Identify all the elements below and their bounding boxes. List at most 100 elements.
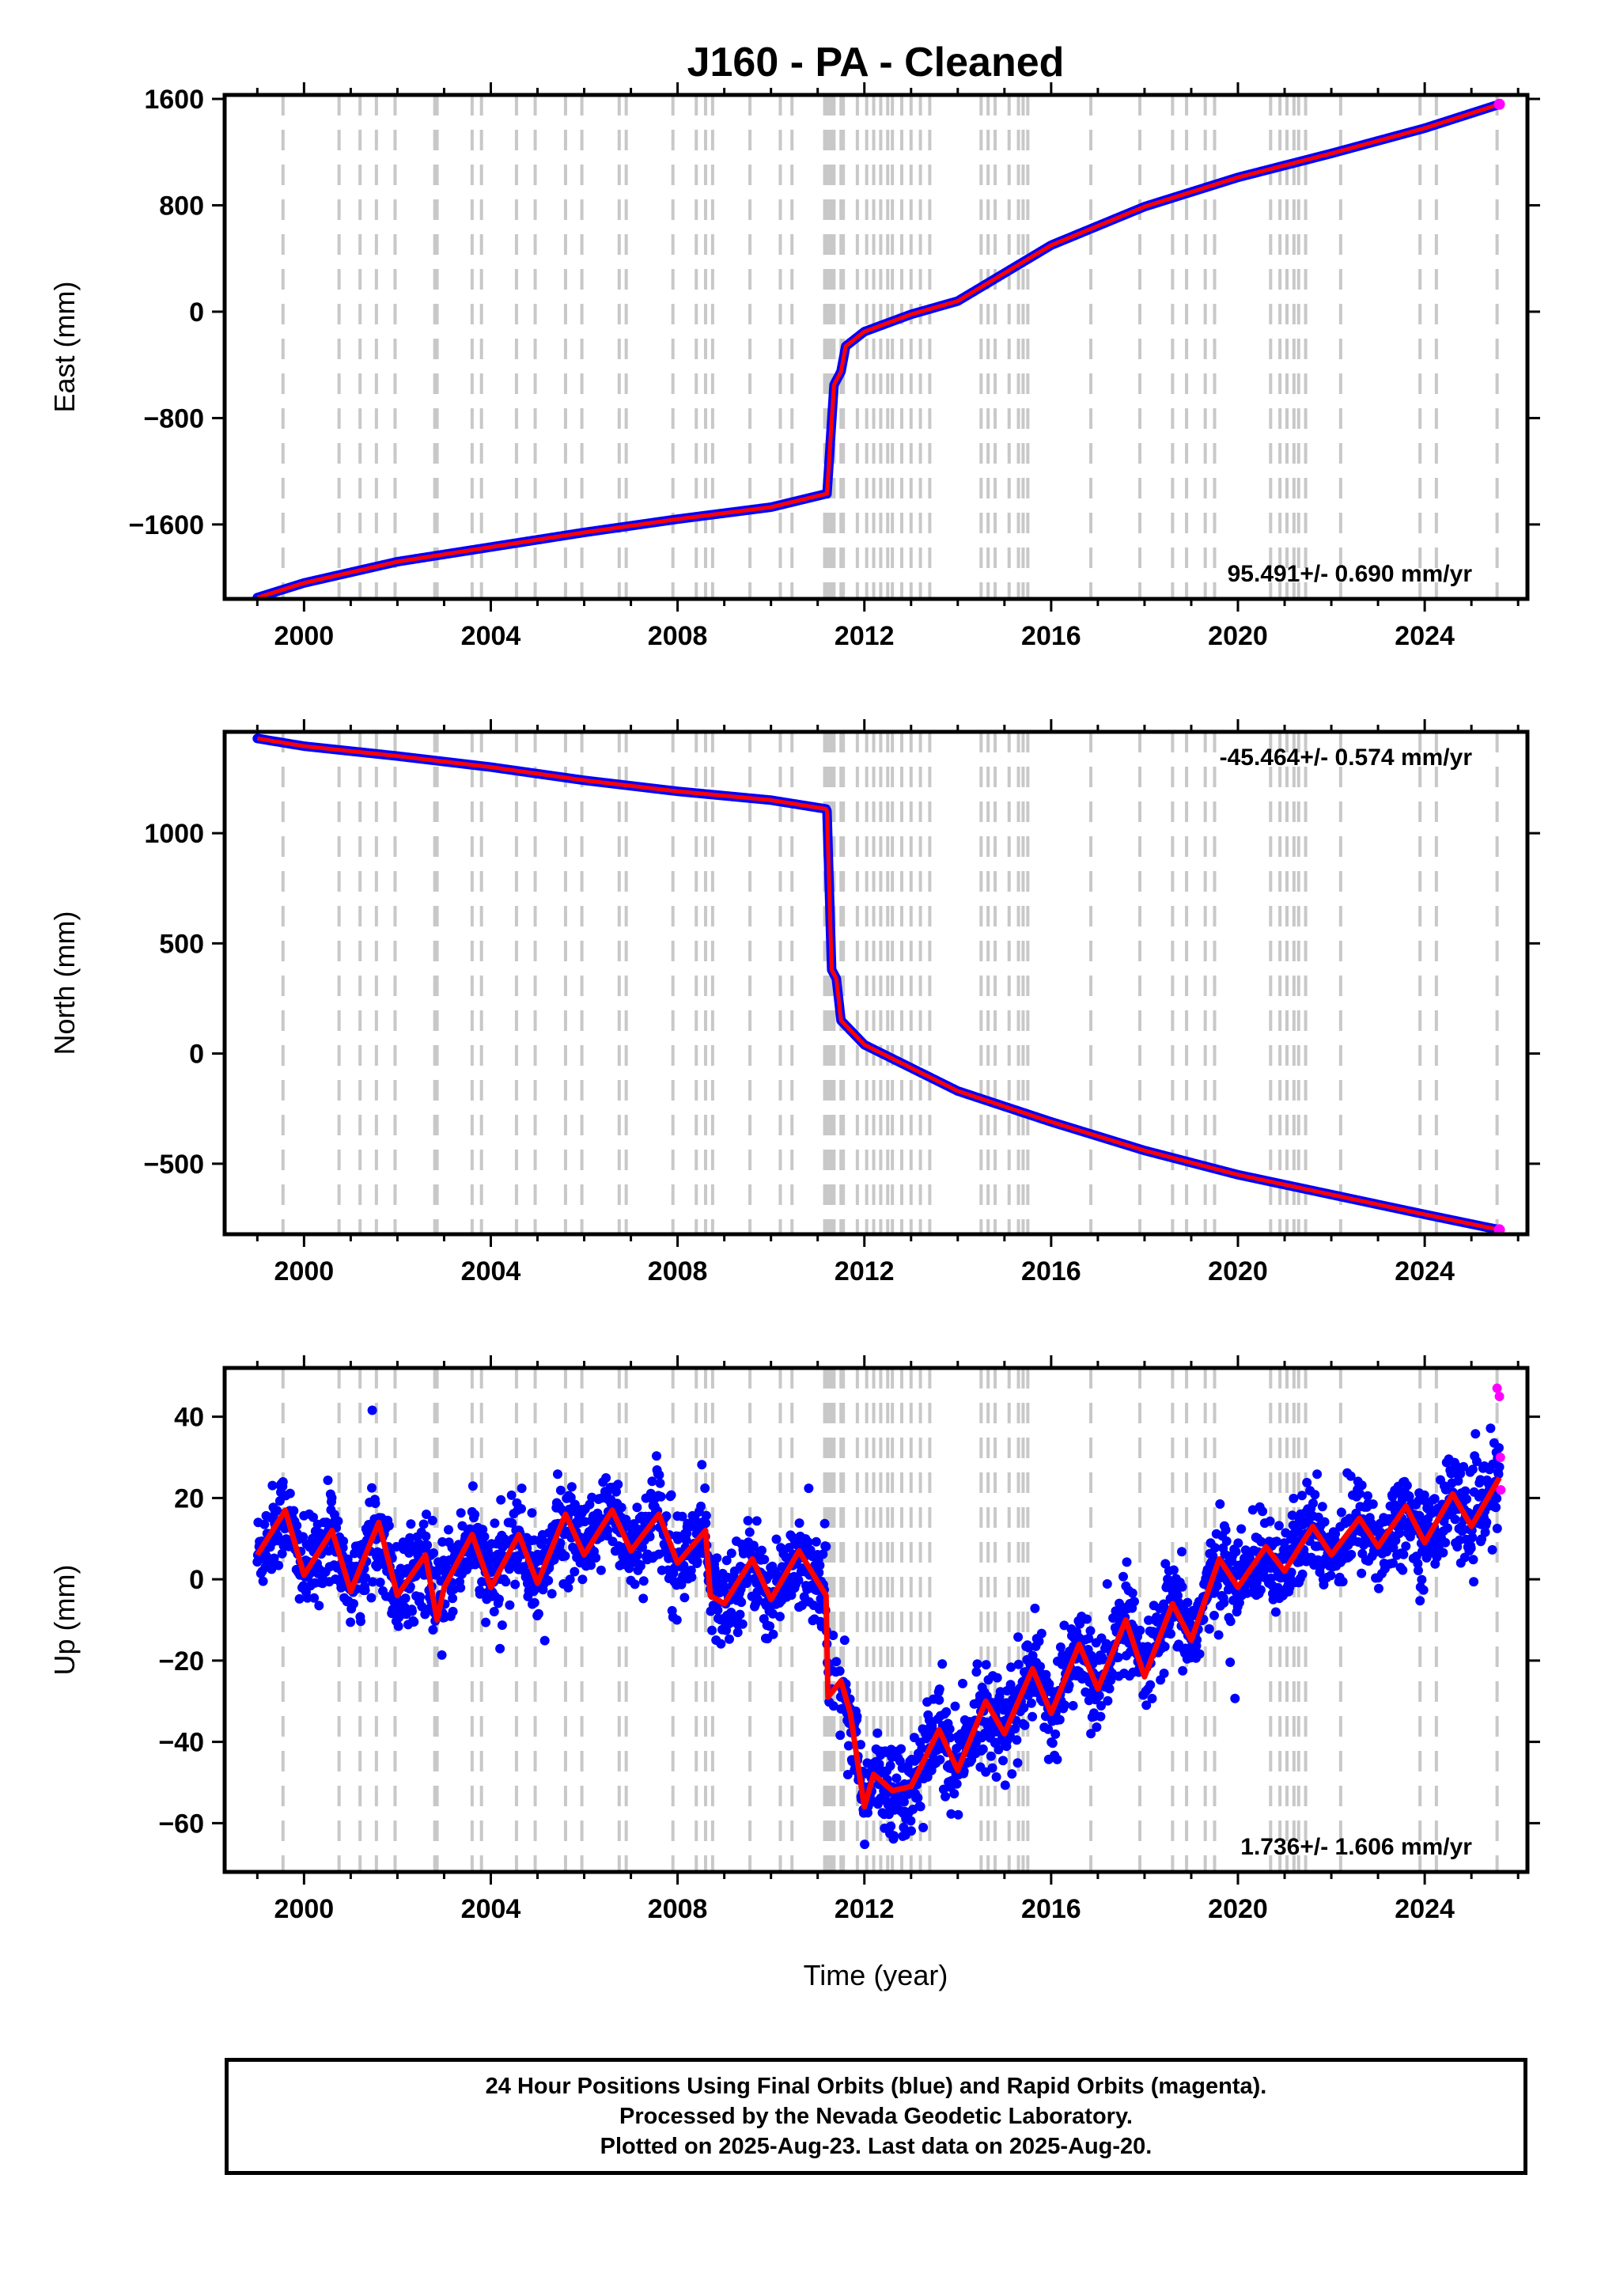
final-orbit-point	[417, 1601, 427, 1612]
final-orbit-point	[1274, 1521, 1284, 1531]
final-orbit-point	[437, 1536, 448, 1547]
final-orbit-point	[726, 1548, 736, 1559]
final-orbit-point	[1010, 1724, 1020, 1733]
final-orbit-point	[565, 1574, 575, 1585]
x-axis-label: Time (year)	[804, 1959, 948, 1991]
final-orbit-point	[1178, 1665, 1188, 1676]
final-orbit-point	[741, 1578, 751, 1589]
final-orbit-point	[915, 1802, 925, 1812]
final-orbit-point	[1297, 1491, 1307, 1501]
final-orbit-point	[831, 1657, 842, 1667]
final-orbit-point	[1450, 1514, 1460, 1525]
x-tick-label: 2024	[1395, 1256, 1455, 1286]
final-orbit-point	[481, 1617, 491, 1627]
final-orbit-point	[707, 1625, 717, 1635]
final-orbit-point	[1000, 1780, 1010, 1790]
y-tick-label: 40	[174, 1403, 204, 1433]
final-orbit-point	[735, 1609, 745, 1620]
final-orbit-point	[1044, 1679, 1054, 1689]
final-orbit-point	[356, 1616, 365, 1627]
final-orbit-point	[971, 1667, 982, 1677]
final-orbit-point	[1013, 1659, 1024, 1669]
final-orbit-point	[1013, 1632, 1024, 1642]
final-orbit-point	[1395, 1528, 1405, 1538]
final-orbit-point	[679, 1593, 690, 1603]
final-orbit-point	[1487, 1544, 1497, 1555]
final-orbit-point	[815, 1560, 825, 1570]
y-ticks: 1000 500 0 −500	[143, 819, 1540, 1180]
x-tick-label: 2008	[648, 621, 708, 651]
final-orbit-point	[327, 1493, 337, 1503]
final-orbit-point	[1468, 1555, 1478, 1565]
final-orbit-point	[630, 1579, 640, 1589]
final-orbit-point	[647, 1476, 657, 1487]
x-tick-label: 2012	[835, 1256, 895, 1286]
velocity-rate: -45.464+/- 0.574 mm/yr	[1220, 744, 1473, 771]
final-orbit-point	[586, 1560, 596, 1570]
final-orbit-point	[886, 1821, 896, 1832]
final-orbit-point	[258, 1576, 268, 1586]
final-orbit-point	[1451, 1461, 1462, 1472]
final-orbit-point	[494, 1594, 504, 1605]
final-orbit-point	[1166, 1629, 1175, 1639]
final-orbit-point	[1429, 1494, 1440, 1504]
final-orbit-point	[677, 1511, 687, 1521]
final-orbit-point	[998, 1756, 1008, 1766]
final-orbit-point	[1084, 1633, 1094, 1643]
final-orbit-point	[759, 1555, 770, 1565]
final-orbit-point	[1388, 1543, 1399, 1553]
final-orbit-point	[819, 1518, 830, 1529]
final-orbit-point	[638, 1576, 649, 1586]
final-orbit-point	[635, 1561, 645, 1571]
final-orbit-point	[479, 1532, 490, 1542]
final-orbit-point	[885, 1760, 895, 1771]
final-orbit-point	[835, 1666, 845, 1677]
final-orbit-point	[517, 1504, 526, 1514]
final-orbit-point	[1388, 1558, 1398, 1568]
final-orbit-point	[553, 1469, 562, 1480]
final-orbit-point	[935, 1755, 945, 1765]
final-orbit-point	[1312, 1469, 1323, 1480]
final-orbit-point	[285, 1488, 295, 1498]
final-orbit-point	[856, 1740, 865, 1750]
final-orbit-point	[978, 1744, 988, 1754]
final-orbit-point	[496, 1495, 506, 1505]
final-orbit-point	[891, 1773, 902, 1783]
final-orbit-point	[632, 1550, 642, 1560]
x-tick-label: 2008	[648, 1894, 708, 1924]
final-orbit-point	[585, 1499, 595, 1510]
final-orbit-point	[797, 1601, 807, 1611]
final-orbit-point	[906, 1826, 916, 1836]
final-orbit-point	[950, 1701, 960, 1711]
plot-frame	[222, 1366, 1530, 1874]
final-orbit-point	[1177, 1547, 1187, 1557]
final-orbit-point	[1297, 1569, 1308, 1579]
final-orbit-point	[744, 1527, 755, 1537]
final-orbit-point	[1240, 1545, 1251, 1555]
final-orbit-point	[1357, 1568, 1367, 1578]
final-orbit-point	[652, 1451, 661, 1461]
data-layer	[252, 98, 1505, 599]
final-orbit-point	[1103, 1695, 1113, 1706]
final-orbit-point	[1059, 1620, 1069, 1631]
final-orbit-point	[852, 1711, 862, 1722]
final-orbit-point	[672, 1615, 682, 1625]
footer-line-1: 24 Hour Positions Using Final Orbits (bl…	[485, 2074, 1267, 2099]
final-orbit-point	[1064, 1680, 1074, 1691]
final-orbit-point	[361, 1573, 371, 1583]
final-orbit-point	[981, 1660, 991, 1670]
final-orbit-point	[1215, 1499, 1225, 1509]
final-orbit-point	[1336, 1507, 1346, 1517]
final-orbit-point	[1401, 1541, 1411, 1552]
final-orbit-point	[1231, 1547, 1241, 1557]
y-axis-label: Up (mm)	[48, 1565, 81, 1676]
final-orbit-point	[405, 1533, 415, 1543]
final-orbit-point	[274, 1560, 284, 1570]
final-orbit-point	[497, 1620, 507, 1631]
y-tick-label: 1600	[144, 85, 204, 115]
y-tick-label: 0	[189, 1040, 204, 1070]
final-orbit-point	[272, 1506, 282, 1516]
final-orbit-point	[1221, 1536, 1232, 1546]
final-orbit-point	[1414, 1566, 1423, 1575]
